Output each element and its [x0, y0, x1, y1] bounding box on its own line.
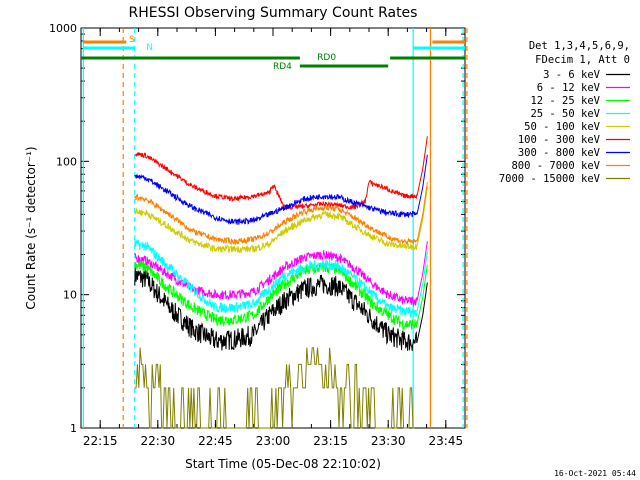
series-rise-4	[416, 186, 428, 247]
flag-label-n: N	[146, 43, 153, 53]
legend-header-1: Det 1,3,4,5,6,9,	[528, 40, 630, 52]
series-line-4	[134, 208, 418, 254]
y-tick-label: 100	[56, 155, 77, 168]
timestamp: 16-Oct-2021 05:44	[554, 469, 636, 478]
y-tick-label: 1	[70, 422, 77, 435]
legend-label: 300 - 800 keV	[518, 147, 601, 159]
legend-label: 800 - 7000 keV	[511, 160, 600, 172]
legend-label: 50 - 100 keV	[524, 121, 601, 133]
series-line-5	[134, 152, 418, 211]
x-tick-label: 23:00	[256, 434, 291, 448]
flag-label-s: S	[129, 35, 135, 45]
x-tick-label: 23:45	[429, 434, 464, 448]
legend-label: 6 - 12 keV	[537, 82, 601, 94]
series-rise-3	[416, 251, 428, 312]
series-line-6	[134, 173, 418, 225]
chart-title: RHESSI Observing Summary Count Rates	[129, 5, 418, 21]
series-line-0	[134, 266, 418, 351]
series-line-7	[134, 193, 418, 246]
series-rise-5	[416, 136, 428, 197]
series-rise-6	[416, 154, 428, 215]
x-tick-label: 23:30	[371, 434, 406, 448]
flag-label-rd4: RD4	[273, 62, 292, 72]
y-tick-label: 10	[63, 289, 77, 302]
series-line-2	[134, 260, 418, 332]
legend-label: 25 - 50 keV	[530, 108, 600, 120]
legend-label: 100 - 300 keV	[518, 134, 601, 146]
plot-frame	[80, 27, 466, 429]
y-tick-label: 1000	[49, 22, 77, 35]
x-tick-label: 23:15	[313, 434, 348, 448]
series-rise-7	[416, 181, 428, 242]
series-line-3	[134, 239, 418, 318]
series-rise-2	[416, 264, 428, 325]
series-rise-1	[416, 241, 428, 301]
x-axis-label: Start Time (05-Dec-08 22:10:02)	[185, 457, 381, 471]
series-rise-0	[416, 282, 428, 343]
legend-label: 3 - 6 keV	[543, 69, 601, 81]
x-tick-label: 22:15	[83, 434, 118, 448]
x-tick-label: 22:45	[198, 434, 233, 448]
flag-label-rd0: RD0	[317, 53, 336, 63]
y-axis-label: Count Rate (s⁻¹ detector⁻¹)	[24, 146, 38, 309]
x-tick-label: 22:30	[141, 434, 176, 448]
legend-label: 7000 - 15000 keV	[499, 173, 601, 185]
legend-header-2: FDecim 1, Att 0	[535, 54, 630, 66]
legend-label: 12 - 25 keV	[530, 95, 600, 107]
series-line-8	[134, 347, 415, 429]
